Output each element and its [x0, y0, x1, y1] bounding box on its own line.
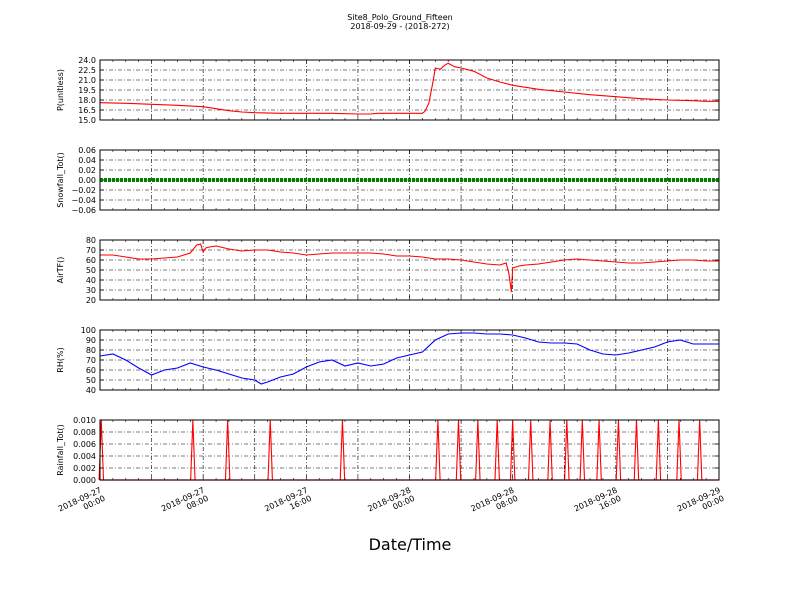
rainfall-spike	[527, 419, 534, 481]
y-axis-label: AirTF()	[56, 257, 65, 284]
x-tick-label: 2018-09-2816:00	[573, 486, 623, 522]
gridlines	[100, 240, 719, 300]
y-tick-label: 16.5	[78, 106, 96, 115]
rainfall-spike	[676, 419, 682, 481]
y-tick-label: 19.5	[78, 86, 96, 95]
rainfall-spike	[190, 419, 196, 481]
y-tick-label: 90	[86, 336, 96, 345]
rainfall-spike	[547, 419, 553, 481]
rainfall-spike	[224, 419, 231, 481]
y-axis-label: RH(%)	[56, 347, 65, 372]
rainfall-spike	[596, 419, 602, 481]
chart-subtitle: 2018-09-29 - (2018-272)	[350, 22, 449, 31]
y-tick-label: 80	[86, 346, 96, 355]
series-line	[99, 332, 719, 385]
rainfall-spike	[475, 419, 481, 481]
panel-frame	[99, 329, 720, 391]
y-tick-label: 18.0	[78, 96, 96, 105]
y-tick-label: −0.04	[71, 196, 96, 205]
rainfall-spike	[633, 419, 640, 481]
rainfall-spike	[564, 419, 570, 481]
gridlines	[100, 60, 719, 120]
y-tick-label: 70	[86, 246, 96, 255]
panel-frame	[99, 239, 720, 301]
y-tick-label: 0.02	[78, 166, 96, 175]
y-tick-label: 22.5	[78, 66, 96, 75]
rainfall-spike	[579, 419, 586, 481]
y-tick-label: 0.006	[73, 440, 96, 449]
y-tick-label: 0.004	[73, 452, 96, 461]
series-line	[99, 62, 719, 115]
rainfall-spike	[435, 419, 441, 481]
y-tick-label: 0.06	[78, 146, 96, 155]
y-tick-label: 0.002	[73, 464, 96, 473]
y-tick-label: 0.00	[78, 176, 96, 185]
y-tick-label: 40	[86, 386, 96, 395]
gridlines	[100, 420, 719, 480]
panel-frame	[99, 59, 720, 121]
x-tick-label: 2018-09-2900:00	[676, 486, 726, 522]
y-axis-label: Snowfall_Tot()	[56, 152, 65, 208]
y-axis-label: P(unitless)	[56, 69, 65, 111]
y-tick-label: 60	[86, 366, 96, 375]
y-tick-label: 24.0	[78, 56, 96, 65]
rainfall-spike	[615, 419, 622, 481]
y-tick-label: 0.010	[73, 416, 96, 425]
y-tick-label: −0.06	[71, 206, 96, 215]
y-tick-label: 0.008	[73, 428, 96, 437]
y-tick-label: −0.02	[71, 186, 96, 195]
panel-2: 0.060.040.020.00−0.02−0.04−0.06 Snowfall_…	[56, 146, 720, 215]
y-tick-label: 21.0	[78, 76, 96, 85]
rainfall-spike	[339, 419, 346, 481]
x-axis-ticks: 2018-09-2700:00 2018-09-2708:00 2018-09-27…	[57, 486, 726, 522]
y-axis-label: Rainfall_Tot()	[56, 424, 65, 476]
rainfall-spikes	[98, 419, 719, 481]
y-tick-label: 0.04	[78, 156, 96, 165]
x-axis-label: Date/Time	[369, 535, 452, 554]
rainfall-spike	[267, 419, 273, 481]
rainfall-spike	[696, 419, 703, 481]
x-tick-label: 2018-09-2708:00	[160, 486, 210, 522]
panel-5: 0.010 0.008 0.006 0.004 0.002 0.000 Rainfall_T…	[56, 416, 720, 485]
x-tick-label: 2018-09-2808:00	[470, 486, 520, 522]
y-tick-label: 80	[86, 236, 96, 245]
y-tick-label: 100	[81, 326, 96, 335]
y-tick-label: 50	[86, 266, 96, 275]
panel-frame	[99, 149, 720, 211]
y-tick-label: 0.000	[73, 476, 96, 485]
gridlines	[100, 330, 719, 390]
y-tick-label: 20	[86, 296, 96, 305]
y-tick-label: 50	[86, 376, 96, 385]
x-tick-label: 2018-09-2800:00	[366, 486, 416, 522]
y-tick-label: 40	[86, 276, 96, 285]
x-tick-label: 2018-09-2700:00	[57, 486, 107, 522]
chart-title: Site8_Polo_Ground_Fifteen	[347, 13, 452, 22]
panels: 24.022.521.019.518.016.515.0 P(unitless) 0…	[56, 56, 720, 485]
panel-1: 24.022.521.019.518.016.515.0 P(unitless)	[56, 56, 720, 125]
rainfall-spike	[494, 419, 500, 481]
series-line	[100, 243, 719, 293]
y-tick-label: 30	[86, 286, 96, 295]
rainfall-spike	[655, 419, 662, 481]
panel-frame	[99, 419, 720, 481]
y-tick-label: 70	[86, 356, 96, 365]
rainfall-spike	[455, 419, 462, 481]
y-tick-label: 15.0	[78, 116, 96, 125]
y-tick-label: 60	[86, 256, 96, 265]
x-tick-label: 2018-09-2716:00	[263, 486, 313, 522]
